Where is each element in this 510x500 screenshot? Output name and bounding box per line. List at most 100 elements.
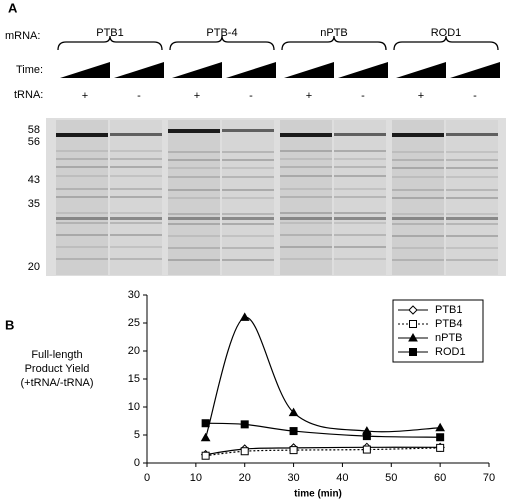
panel-label: A <box>8 0 18 15</box>
lane <box>280 120 332 275</box>
band <box>334 188 386 190</box>
band <box>56 212 108 214</box>
band <box>446 189 498 191</box>
band <box>280 258 332 260</box>
x-tick-label: 30 <box>287 472 299 484</box>
marker-label: 20 <box>28 261 40 273</box>
bracket <box>57 35 163 51</box>
main-band <box>168 129 220 133</box>
band <box>110 150 162 152</box>
x-tick-label: 60 <box>434 472 446 484</box>
band <box>56 222 108 224</box>
x-tick-label: 70 <box>483 472 495 484</box>
band <box>168 223 220 225</box>
trna-sign: + <box>418 90 424 102</box>
band <box>110 212 162 214</box>
band <box>446 159 498 161</box>
marker <box>201 419 210 428</box>
band <box>222 151 274 153</box>
band <box>392 176 444 178</box>
y-tick-label: 0 <box>134 457 140 469</box>
band <box>110 222 162 224</box>
legend-label: PTB4 <box>435 318 463 330</box>
marker <box>289 446 298 455</box>
main-band <box>56 133 108 137</box>
band <box>280 196 332 198</box>
time-ramp <box>338 62 388 78</box>
legend-label: nPTB <box>435 332 463 344</box>
time-ramp <box>172 62 222 78</box>
band <box>168 159 220 161</box>
y-tick-label: 10 <box>128 401 140 413</box>
marker-label: 58 <box>28 124 40 136</box>
series-line <box>205 316 441 438</box>
y-axis-title: Full-length <box>31 349 82 361</box>
band <box>334 212 386 214</box>
lane <box>168 120 220 275</box>
band <box>280 212 332 214</box>
band <box>168 176 220 178</box>
band <box>334 246 386 248</box>
band <box>222 213 274 215</box>
band <box>446 176 498 178</box>
band <box>56 188 108 190</box>
band <box>446 217 498 220</box>
marker-label: 35 <box>28 198 40 210</box>
band <box>280 166 332 168</box>
marker <box>239 312 250 321</box>
marker <box>408 332 418 342</box>
y-tick-label: 30 <box>128 289 140 301</box>
marker-label: 43 <box>28 174 40 186</box>
trna-sign: - <box>361 90 365 102</box>
band <box>392 247 444 249</box>
y-tick-label: 25 <box>128 317 140 329</box>
y-tick-label: 5 <box>134 429 140 441</box>
marker <box>436 433 445 442</box>
band <box>168 197 220 199</box>
band <box>110 158 162 160</box>
band <box>446 197 498 199</box>
band <box>280 158 332 160</box>
band <box>222 197 274 199</box>
band <box>334 150 386 152</box>
band <box>392 159 444 161</box>
band <box>168 167 220 169</box>
band <box>392 189 444 191</box>
band <box>392 167 444 169</box>
row-label: Time: <box>16 64 43 76</box>
lane <box>222 120 274 275</box>
band <box>56 166 108 168</box>
band <box>446 167 498 169</box>
marker <box>435 422 446 432</box>
time-ramp <box>450 62 500 78</box>
band <box>334 217 386 220</box>
band <box>168 213 220 215</box>
band <box>392 213 444 215</box>
x-tick-label: 20 <box>239 472 251 484</box>
main-band <box>280 133 332 137</box>
time-ramp <box>60 62 110 78</box>
band <box>280 234 332 236</box>
marker <box>288 407 299 417</box>
main-band <box>334 133 386 136</box>
bracket <box>281 35 387 51</box>
time-ramp <box>284 62 334 78</box>
time-ramp <box>226 62 276 78</box>
band <box>168 189 220 191</box>
band <box>222 189 274 191</box>
band <box>168 151 220 153</box>
band <box>168 235 220 237</box>
trna-sign: - <box>473 90 477 102</box>
y-tick-label: 20 <box>128 345 140 357</box>
marker <box>362 445 371 454</box>
band <box>446 223 498 225</box>
time-ramp <box>396 62 446 78</box>
bracket <box>169 35 275 51</box>
band <box>446 247 498 249</box>
band <box>334 166 386 168</box>
marker <box>409 348 417 356</box>
marker <box>240 420 249 429</box>
band <box>110 175 162 177</box>
bracket <box>393 35 499 51</box>
